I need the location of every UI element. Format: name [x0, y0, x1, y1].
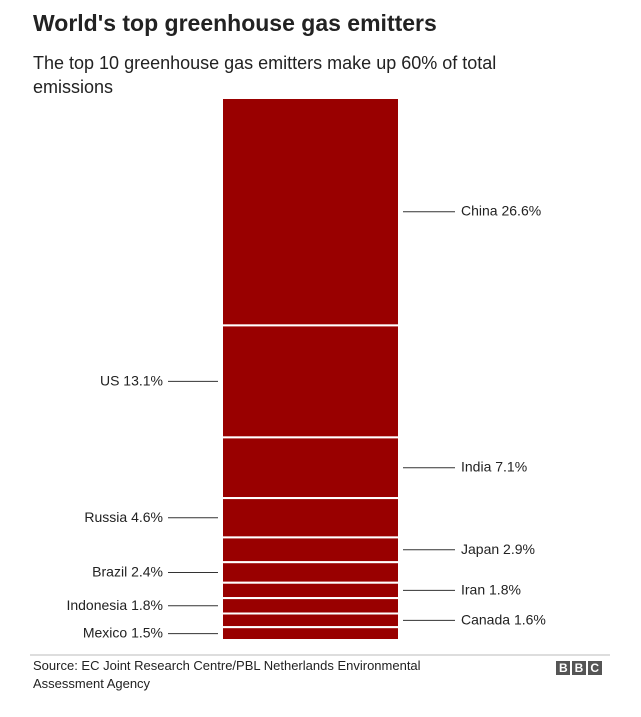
- source: Source: EC Joint Research Centre/PBL Net…: [33, 658, 421, 691]
- bar-segment: [221, 626, 400, 641]
- data-label: Indonesia 1.8%: [66, 597, 163, 613]
- label-name: Japan: [461, 541, 499, 557]
- label-name: Mexico: [83, 624, 128, 640]
- logo-box: [588, 661, 602, 675]
- data-label: US 13.1%: [100, 372, 163, 388]
- bar-segment: [221, 324, 400, 439]
- label-name: India: [461, 458, 492, 474]
- bar-segment: [221, 612, 400, 629]
- data-label: Japan 2.9%: [461, 541, 535, 557]
- logo-box: [556, 661, 570, 675]
- logo-box: [572, 661, 586, 675]
- label-value: 4.6%: [131, 508, 163, 524]
- label-value: 1.5%: [131, 624, 163, 640]
- label-value: 26.6%: [501, 202, 541, 218]
- label-name: China: [461, 202, 498, 218]
- label-value: 2.4%: [131, 563, 163, 579]
- label-name: Canada: [461, 611, 510, 627]
- data-label: Mexico 1.5%: [83, 624, 163, 640]
- label-value: 1.8%: [489, 581, 521, 597]
- data-label: Iran 1.8%: [461, 581, 521, 597]
- bar-segment: [221, 97, 400, 327]
- logo-text: BBC: [559, 661, 606, 675]
- label-name: Indonesia: [66, 597, 127, 613]
- label-value: 2.9%: [503, 541, 535, 557]
- data-label: Brazil 2.4%: [92, 563, 163, 579]
- data-label: India 7.1%: [461, 458, 527, 474]
- label-name: US: [100, 372, 119, 388]
- label-value: 13.1%: [123, 372, 163, 388]
- bar-segment: [221, 561, 400, 584]
- label-name: Iran: [461, 581, 485, 597]
- chart-title: World's top greenhouse gas emitters: [33, 10, 437, 36]
- data-label: Russia 4.6%: [84, 508, 163, 524]
- bar-segment: [221, 497, 400, 539]
- data-label: Canada 1.6%: [461, 611, 546, 627]
- chart-subtitle: The top 10 greenhouse gas emitters make …: [33, 53, 497, 97]
- label-value: 1.8%: [131, 597, 163, 613]
- label-name: Russia: [84, 508, 127, 524]
- label-value: 1.6%: [514, 611, 546, 627]
- bar-segment: [221, 536, 400, 564]
- bar-segment: [221, 436, 400, 500]
- label-value: 7.1%: [495, 458, 527, 474]
- data-label: China 26.6%: [461, 202, 541, 218]
- logo: BBC: [556, 661, 606, 675]
- bar-segment: [221, 581, 400, 600]
- bar-segment: [221, 597, 400, 615]
- label-name: Brazil: [92, 563, 127, 579]
